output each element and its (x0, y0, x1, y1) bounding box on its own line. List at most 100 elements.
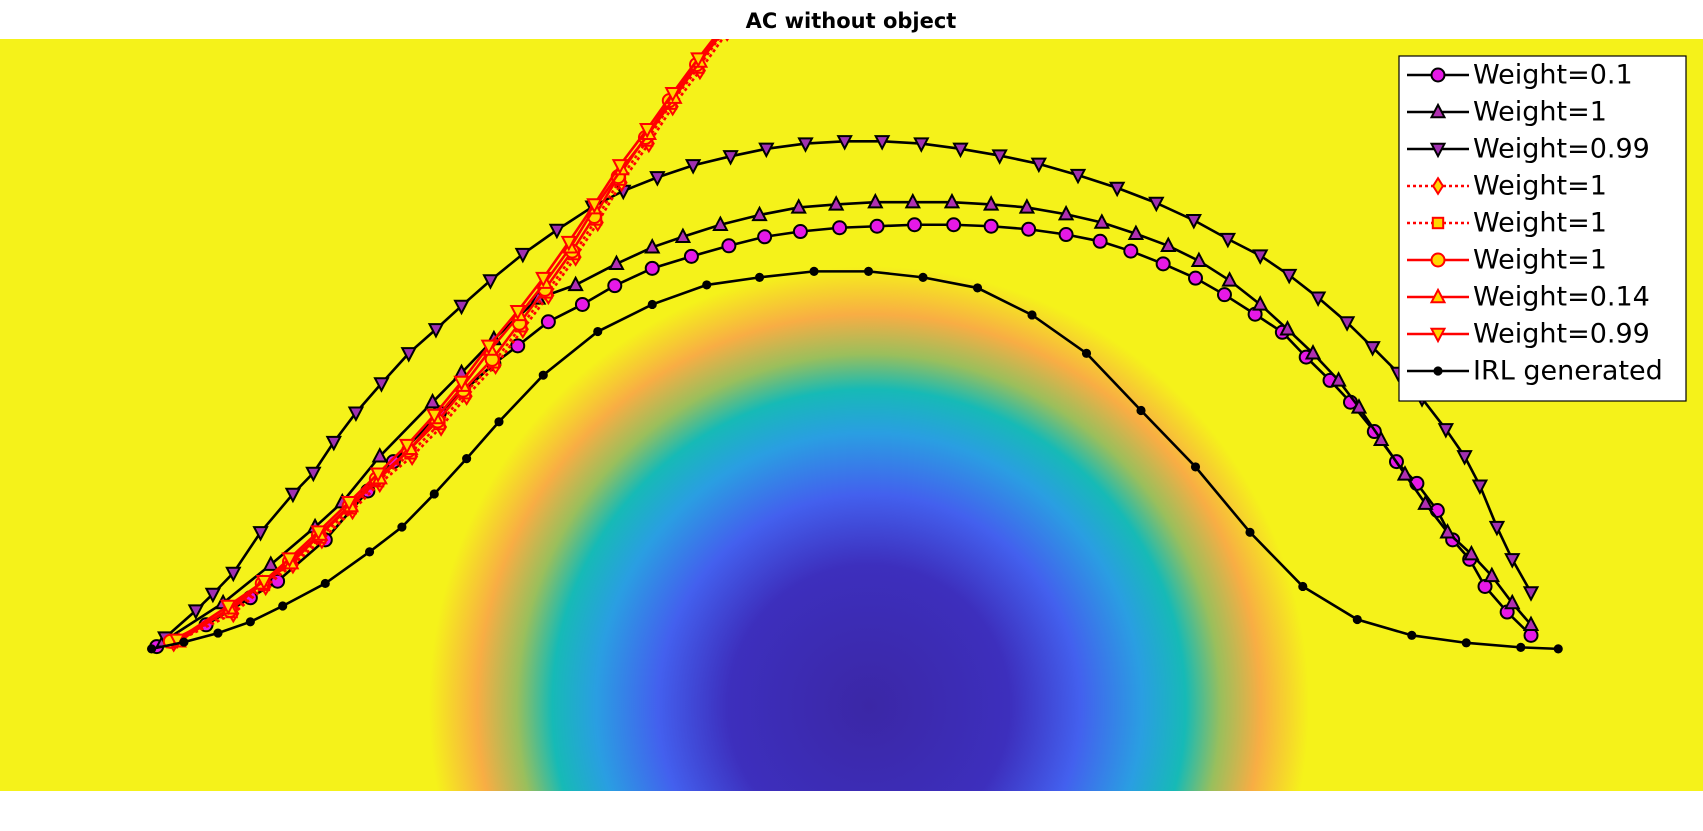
marker (371, 447, 388, 463)
legend-label: Weight=0.14 (1473, 282, 1650, 313)
marker (607, 278, 623, 294)
marker (983, 218, 999, 234)
marker (480, 339, 497, 356)
marker (608, 254, 625, 271)
marker (1252, 249, 1269, 265)
marker (611, 159, 629, 175)
marker (453, 299, 470, 316)
marker (560, 235, 577, 252)
marker (721, 238, 737, 254)
marker (213, 628, 223, 638)
marker (918, 272, 928, 282)
marker (1488, 520, 1506, 537)
marker (1431, 216, 1445, 230)
marker (1127, 224, 1145, 240)
marker (982, 195, 1000, 211)
marker (453, 375, 470, 392)
marker (1148, 196, 1165, 213)
marker (1456, 450, 1473, 466)
marker (797, 137, 814, 153)
legend-label: Weight=0.99 (1473, 134, 1650, 165)
marker (644, 260, 660, 276)
marker (397, 522, 407, 532)
marker (1279, 319, 1296, 336)
marker (1058, 227, 1074, 243)
marker (758, 142, 775, 159)
marker (946, 217, 962, 233)
marker (828, 195, 845, 211)
marker (1030, 157, 1047, 174)
marker (1338, 316, 1356, 332)
marker (943, 192, 961, 209)
marker (904, 192, 921, 209)
marker (754, 272, 765, 282)
marker (1190, 251, 1208, 268)
marker (1136, 405, 1146, 416)
marker (702, 280, 712, 290)
marker (1461, 638, 1471, 648)
marker (1155, 256, 1171, 272)
legend-label: Weight=0.99 (1473, 319, 1650, 350)
marker (548, 223, 566, 240)
marker (1093, 213, 1110, 229)
marker (1522, 586, 1540, 602)
marker (1123, 243, 1139, 259)
marker (1504, 593, 1521, 610)
marker (649, 171, 666, 187)
marker (586, 198, 603, 214)
marker (305, 466, 322, 483)
marker (722, 150, 739, 166)
marker (325, 435, 342, 452)
marker (429, 489, 439, 499)
marker (1216, 287, 1232, 303)
marker (593, 326, 603, 337)
marker (809, 266, 819, 276)
marker (373, 377, 390, 393)
marker (426, 408, 443, 425)
marker (1330, 371, 1347, 387)
marker (725, 39, 730, 42)
legend-box (1398, 55, 1687, 402)
marker (1429, 287, 1447, 304)
marker (281, 552, 298, 568)
marker (1430, 67, 1446, 83)
marker (400, 347, 417, 363)
marker (991, 149, 1008, 165)
marker (567, 275, 584, 292)
marker (684, 159, 702, 175)
marker (310, 525, 327, 541)
marker (369, 467, 387, 483)
marker (792, 224, 808, 240)
marker (146, 644, 157, 654)
marker (1027, 310, 1037, 320)
marker (284, 487, 302, 504)
marker (462, 454, 472, 464)
marker (664, 86, 681, 103)
marker (278, 601, 288, 611)
marker (1219, 232, 1237, 249)
marker (717, 20, 730, 32)
marker (255, 574, 273, 591)
plot-area (146, 20, 1563, 655)
marker (1309, 291, 1327, 307)
marker (972, 283, 983, 293)
legend-label: IRL generated (1473, 356, 1663, 387)
marker (720, 24, 730, 34)
marker (424, 392, 441, 409)
marker (1352, 614, 1362, 625)
marker (204, 587, 222, 604)
marker (1430, 252, 1446, 268)
marker (179, 637, 189, 647)
marker (538, 370, 548, 380)
marker (225, 566, 242, 583)
marker (913, 137, 930, 153)
marker (574, 296, 590, 312)
marker (1471, 479, 1489, 495)
marker (1553, 644, 1563, 654)
marker (1190, 462, 1201, 472)
marker (1160, 236, 1177, 252)
legend-label: Weight=1 (1473, 208, 1607, 239)
marker (1437, 423, 1455, 439)
